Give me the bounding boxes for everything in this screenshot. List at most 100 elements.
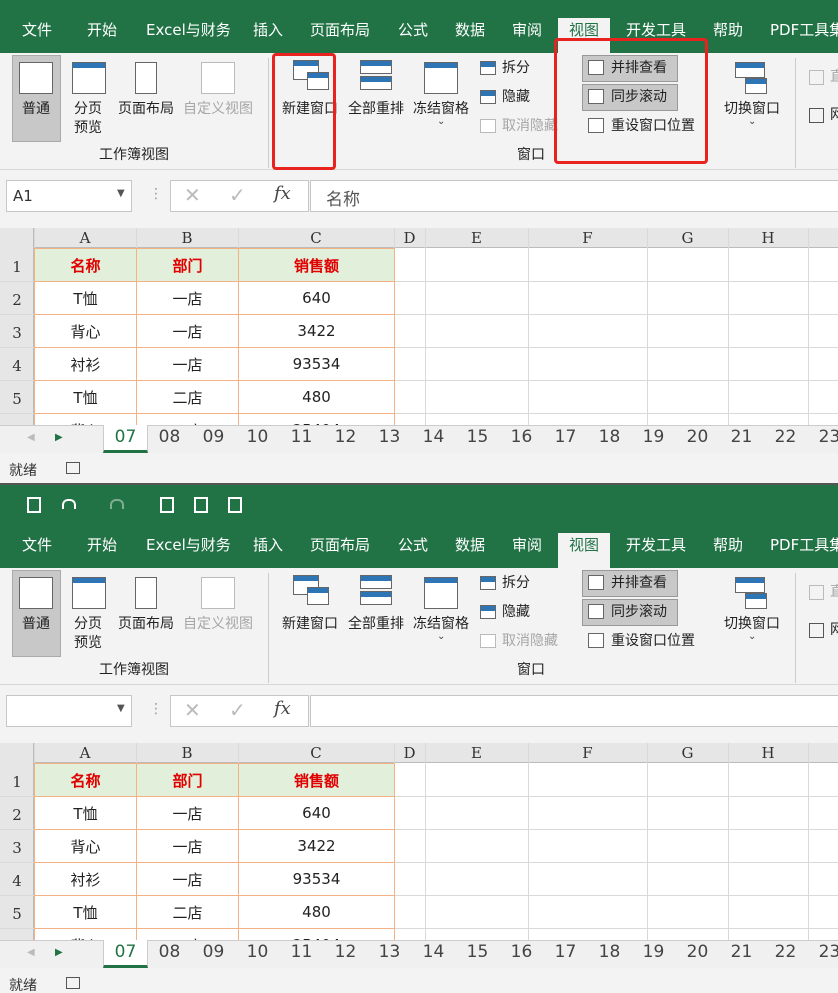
ribbon-label[interactable]: 网 — [830, 622, 838, 638]
row-header[interactable]: 6 — [0, 938, 34, 940]
sheet-tab[interactable]: 12 — [334, 942, 357, 962]
sheet-tab[interactable]: 21 — [730, 427, 753, 447]
column-header[interactable]: H — [761, 744, 775, 762]
qat-icon[interactable] — [228, 497, 242, 513]
sheet-tab[interactable]: 19 — [642, 942, 665, 962]
row-header[interactable]: 2 — [12, 291, 22, 309]
ribbon-label[interactable]: 预览 — [74, 120, 102, 136]
ribbon-label[interactable]: 隐藏 — [502, 604, 530, 620]
column-header[interactable]: F — [582, 229, 593, 247]
cell[interactable]: 衬衫 — [34, 347, 137, 381]
sheet-tab[interactable]: 16 — [510, 942, 533, 962]
ribbon-label[interactable]: 切换窗口 — [724, 616, 780, 632]
ribbon-tab[interactable]: 视图 — [568, 536, 599, 554]
sheet-tab[interactable]: 14 — [422, 942, 445, 962]
cell[interactable]: 480 — [238, 895, 395, 929]
ribbon-tab[interactable]: 页面布局 — [309, 536, 370, 554]
row-header[interactable]: 3 — [12, 839, 22, 857]
ribbon-label[interactable]: 新建窗口 — [282, 616, 338, 632]
cell[interactable]: 销售额 — [238, 248, 395, 282]
ribbon-tab[interactable]: 插入 — [252, 21, 283, 39]
row-header[interactable]: 4 — [12, 872, 22, 890]
sheet-tab[interactable]: 17 — [554, 427, 577, 447]
ribbon-label[interactable]: 冻结窗格 — [413, 101, 469, 117]
ribbon-label[interactable]: 隐藏 — [502, 89, 530, 105]
column-header[interactable]: B — [181, 229, 193, 247]
ribbon-tab[interactable]: 开始 — [86, 21, 117, 39]
cell[interactable]: 一店 — [136, 796, 239, 830]
cell[interactable]: 部门 — [136, 763, 239, 797]
cell[interactable]: 25404 — [238, 413, 395, 425]
ribbon-tab[interactable]: 文件 — [21, 21, 52, 39]
sheet-tab[interactable]: 10 — [246, 942, 269, 962]
cell[interactable]: 背心 — [34, 829, 137, 863]
ribbon-label[interactable]: 网 — [830, 107, 838, 123]
sheet-tab[interactable]: 16 — [510, 427, 533, 447]
checkbox[interactable] — [809, 585, 824, 600]
sheet-tab[interactable]: 07 — [103, 940, 148, 968]
sheet-tab[interactable]: 10 — [246, 427, 269, 447]
ribbon-tab[interactable]: PDF工具集 — [770, 21, 838, 39]
qat-icon[interactable] — [194, 497, 208, 513]
cell[interactable]: T恤 — [34, 895, 137, 929]
cell[interactable]: 640 — [238, 281, 395, 315]
column-header[interactable]: H — [761, 229, 775, 247]
ribbon-tab[interactable]: 数据 — [454, 536, 485, 554]
ribbon-tab[interactable]: PDF工具集 — [770, 536, 838, 554]
row-header[interactable]: 6 — [0, 423, 34, 425]
cell[interactable]: 背心 — [34, 928, 137, 940]
sheet-tab[interactable]: 15 — [466, 942, 489, 962]
ribbon-tab[interactable]: 公式 — [397, 21, 428, 39]
ribbon-label[interactable]: 并排查看 — [611, 60, 667, 76]
checkbox[interactable] — [809, 70, 824, 85]
ribbon-tab[interactable]: 帮助 — [712, 21, 743, 39]
column-header[interactable]: F — [582, 744, 593, 762]
cell[interactable]: 衬衫 — [34, 862, 137, 896]
ribbon-label[interactable]: 直 — [830, 69, 838, 85]
ribbon-label[interactable]: 自定义视图 — [183, 616, 253, 632]
ribbon-tab[interactable]: 公式 — [397, 536, 428, 554]
ribbon-label[interactable]: 普通 — [22, 616, 50, 632]
qat-undo[interactable] — [62, 499, 76, 509]
ribbon-label[interactable]: 新建窗口 — [282, 101, 338, 117]
ribbon-label[interactable]: 页面布局 — [118, 101, 174, 117]
column-header[interactable]: A — [79, 229, 91, 247]
ribbon-label[interactable]: 冻结窗格 — [413, 616, 469, 632]
row-header[interactable]: 1 — [12, 258, 22, 276]
sheet-tab[interactable]: 20 — [686, 942, 709, 962]
sheet-tab[interactable]: 23 — [818, 427, 838, 447]
ribbon-label[interactable]: 普通 — [22, 101, 50, 117]
ribbon-tab[interactable]: 视图 — [568, 21, 599, 39]
column-header[interactable]: C — [310, 744, 322, 762]
ribbon-label[interactable]: 同步滚动 — [611, 604, 667, 620]
row-header[interactable]: 5 — [12, 390, 22, 408]
cell[interactable]: 93534 — [238, 347, 395, 381]
ribbon-label[interactable]: 全部重排 — [348, 616, 404, 632]
cell[interactable]: 名称 — [34, 763, 137, 797]
ribbon-tab[interactable]: 开发工具 — [625, 536, 686, 554]
ribbon-tab[interactable]: 帮助 — [712, 536, 743, 554]
ribbon-label[interactable]: 拆分 — [502, 575, 530, 591]
cell[interactable]: 3422 — [238, 829, 395, 863]
sheet-tab[interactable]: 11 — [290, 427, 313, 447]
insert-function[interactable]: fx — [274, 183, 291, 204]
sheet-tab[interactable]: 18 — [598, 427, 621, 447]
ribbon-label[interactable]: 拆分 — [502, 60, 530, 76]
sheet-tab[interactable]: 08 — [158, 942, 181, 962]
cell[interactable]: 一店 — [136, 347, 239, 381]
name-box[interactable]: A1 ▼ — [6, 180, 132, 212]
row-header[interactable]: 1 — [12, 773, 22, 791]
ribbon-label[interactable]: 同步滚动 — [611, 89, 667, 105]
ribbon-label[interactable]: 重设窗口位置 — [611, 118, 695, 134]
ribbon-label[interactable]: 并排查看 — [611, 575, 667, 591]
status-icon[interactable] — [66, 977, 80, 989]
ribbon-label[interactable]: 切换窗口 — [724, 101, 780, 117]
ribbon-label[interactable]: 全部重排 — [348, 101, 404, 117]
name-box[interactable]: ▼ — [6, 695, 132, 727]
ribbon-label[interactable]: 分页 — [74, 616, 102, 632]
cell[interactable]: 背心 — [34, 413, 137, 425]
sheet-tab[interactable]: 22 — [774, 942, 797, 962]
checkbox[interactable] — [809, 108, 824, 123]
cell[interactable]: 二店 — [136, 413, 239, 425]
ribbon-tab[interactable]: 审阅 — [511, 21, 542, 39]
